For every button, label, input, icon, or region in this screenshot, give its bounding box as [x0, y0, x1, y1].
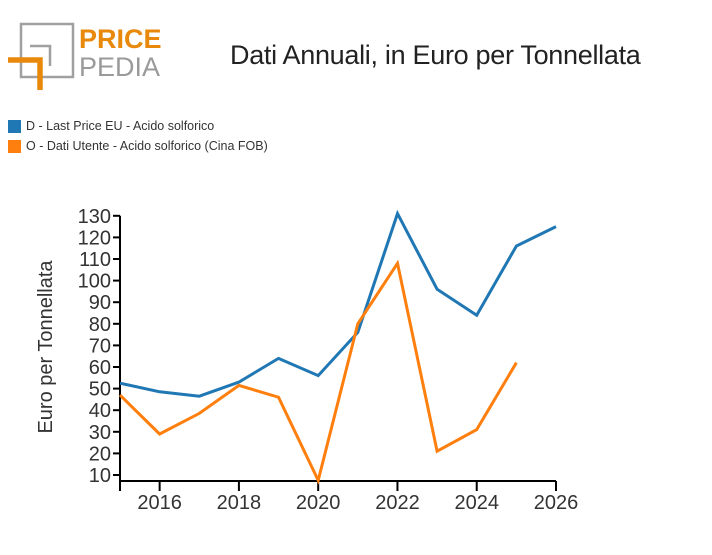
series-lines: [118, 209, 557, 485]
y-tick-label: 50: [89, 379, 111, 401]
y-tick-label: 20: [89, 443, 111, 465]
series-line-last-price-eu[interactable]: [119, 209, 557, 398]
y-tick-label: 70: [89, 335, 111, 357]
y-tick-label: 100: [78, 271, 111, 293]
x-tick-label: 2018: [217, 492, 262, 514]
y-axis-title: Euro per Tonnellata: [35, 260, 57, 434]
logo-square-outer: [19, 22, 75, 79]
y-tick-label: 120: [78, 227, 111, 249]
x-tick-label: 2020: [296, 492, 341, 514]
legend-item-dati-utente[interactable]: O - Dati Utente - Acido solforico (Cina …: [8, 139, 268, 153]
series-line-dati-utente[interactable]: [118, 259, 518, 485]
y-tick-label: 10: [89, 465, 111, 487]
x-axis: 2016 2018 2020 2022 2024 2026: [119, 480, 579, 514]
legend-label: D - Last Price EU - Acido solforico: [26, 119, 215, 133]
x-tick-label: 2024: [454, 492, 499, 514]
logo-corner-accent: [8, 57, 43, 90]
logo-square-inner: [30, 44, 52, 66]
logo-text-pedia: PEDIA: [79, 52, 160, 82]
y-tick-label: 130: [78, 206, 111, 228]
legend-swatch-blue: [8, 119, 21, 133]
y-tick-label: 110: [79, 249, 111, 271]
y-tick-label: 30: [89, 422, 111, 444]
y-tick-label: 60: [89, 357, 111, 379]
pricepedia-logo: PRICE PEDIA: [8, 22, 162, 90]
x-tick-label: 2026: [534, 492, 579, 514]
x-tick-label: 2016: [137, 492, 182, 514]
y-tick-label: 40: [89, 400, 111, 422]
y-tick-label: 80: [89, 314, 111, 336]
chart-title: Dati Annuali, in Euro per Tonnellata: [230, 40, 641, 70]
logo-text-price: PRICE: [79, 24, 162, 54]
legend-item-last-price-eu[interactable]: D - Last Price EU - Acido solforico: [8, 119, 214, 133]
legend-swatch-orange: [8, 139, 21, 153]
y-tick-label: 90: [89, 292, 111, 314]
x-tick-label: 2022: [375, 492, 420, 514]
legend-label: O - Dati Utente - Acido solforico (Cina …: [26, 139, 268, 153]
